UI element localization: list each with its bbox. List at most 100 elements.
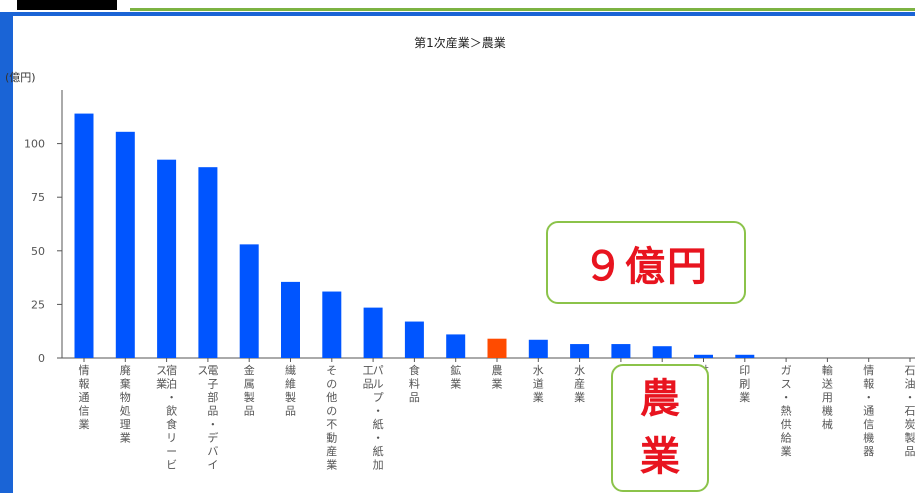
x-tick-label: 産 [574,378,585,391]
category-callout: 農 業 [611,364,709,492]
x-tick-label: 熱 [781,405,792,418]
x-tick-label: 繊 [285,364,296,377]
x-tick-label: 油 [905,377,915,391]
x-tick-label: 泊 [166,378,177,391]
x-tick-label: 維 [285,378,296,391]
x-tick-label: プ [373,391,384,404]
header-accent-line [130,8,915,11]
x-tick-label: 子 [207,378,218,391]
x-tick-label: 水 [574,364,585,377]
category-callout-line2: 業 [640,434,680,480]
x-tick-label: 信 [863,418,874,431]
chart-title: 第1次産業＞農業 [414,35,506,50]
x-tick-label: 品 [409,391,420,404]
x-tick-label: 品 [363,378,374,391]
x-tick-label: 製 [244,390,255,404]
x-tick-label: ビ [166,459,177,472]
x-tick-label: 動 [326,431,337,445]
x-tick-label: 情 [79,364,90,377]
x-tick-label: 産 [326,445,337,458]
x-tick-label: 品 [905,445,915,458]
x-tick-label: 料 [409,377,420,391]
bar [198,167,218,358]
x-tick-label: ・ [373,405,384,418]
category-callout-line1: 農 [640,376,680,422]
x-tick-label: 印 [739,364,750,377]
x-tick-label: 業 [781,445,792,458]
x-tick-label: 業 [492,378,503,391]
x-tick-label: ・ [373,432,384,445]
bar [281,281,300,358]
x-tick-label: 処 [120,405,131,418]
x-tick-label: ス [781,378,792,391]
x-tick-label: 品 [207,405,218,418]
x-tick-label: 情 [863,364,874,377]
x-tick-label: ス [197,364,208,377]
bars [74,113,755,358]
x-tick-label: 通 [79,391,90,404]
x-tick-label: ー [166,445,177,458]
x-tick-label: 業 [450,378,461,391]
x-tick-label: そ [326,364,337,377]
x-tick-label: の [326,378,337,391]
x-tick-label: 機 [863,431,874,445]
x-tick-label: 他 [326,391,337,404]
x-tick-label: 石 [905,405,915,418]
x-tick-label: 部 [207,390,218,404]
x-tick-label: 信 [79,405,90,418]
x-tick-label: 報 [79,378,90,391]
x-tick-label: 不 [326,418,337,431]
x-tick-label: 鉱 [450,363,461,377]
x-tick-label: 食 [409,363,420,377]
y-tick-label: 50 [31,245,45,258]
x-tick-label: ス [156,364,167,377]
x-tick-label: バ [207,445,218,458]
x-tick-label: 電 [207,364,218,377]
x-tick-label: 廃 [120,363,131,377]
header-tab [17,0,117,10]
x-tick-label: 紙 [373,417,384,431]
x-tick-label: 物 [120,390,131,404]
x-tick-label: ・ [166,391,177,404]
x-tick-label: 工 [363,364,374,377]
bar [446,334,466,358]
x-tick-label: 飲 [166,404,177,418]
x-tick-label: 業 [326,459,337,472]
x-tick-label: 給 [781,431,792,445]
bar [735,354,755,358]
x-tick-label: 送 [822,377,833,391]
x-tick-label: 業 [739,391,750,404]
x-tick-label: 用 [822,391,833,404]
bar [115,131,135,358]
x-tick-label: 業 [120,432,131,445]
y-tick-label: 25 [31,298,45,311]
x-tick-label: 輸 [822,363,833,377]
y-axis-label: (億円) [5,71,36,84]
x-tick-label: 水 [533,364,544,377]
x-tick-label: 加 [373,459,384,472]
bar [694,354,713,358]
x-tick-label: 業 [533,391,544,404]
bar [570,344,590,358]
bar [404,321,424,358]
x-tick-label: 製 [285,390,296,404]
x-tick-label: 製 [905,431,915,445]
bar [528,339,548,358]
x-tick-label: 金 [244,363,255,377]
x-tick-label: ・ [207,418,218,431]
bar [74,113,94,358]
value-callout-text: ９億円 [583,243,709,290]
bar [322,291,342,358]
y-tick-label: 100 [24,138,45,151]
x-tick-label: 供 [781,417,792,431]
x-tick-label: ガ [781,364,792,377]
x-tick-label: 炭 [905,418,915,431]
x-tick-label: 道 [533,377,544,391]
x-tick-label: 宿 [166,363,177,377]
x-tick-label: 食 [166,417,177,431]
x-tick-label: リ [166,432,177,445]
x-tick-label: 農 [492,363,503,377]
bar [652,346,672,358]
bar [611,344,631,358]
